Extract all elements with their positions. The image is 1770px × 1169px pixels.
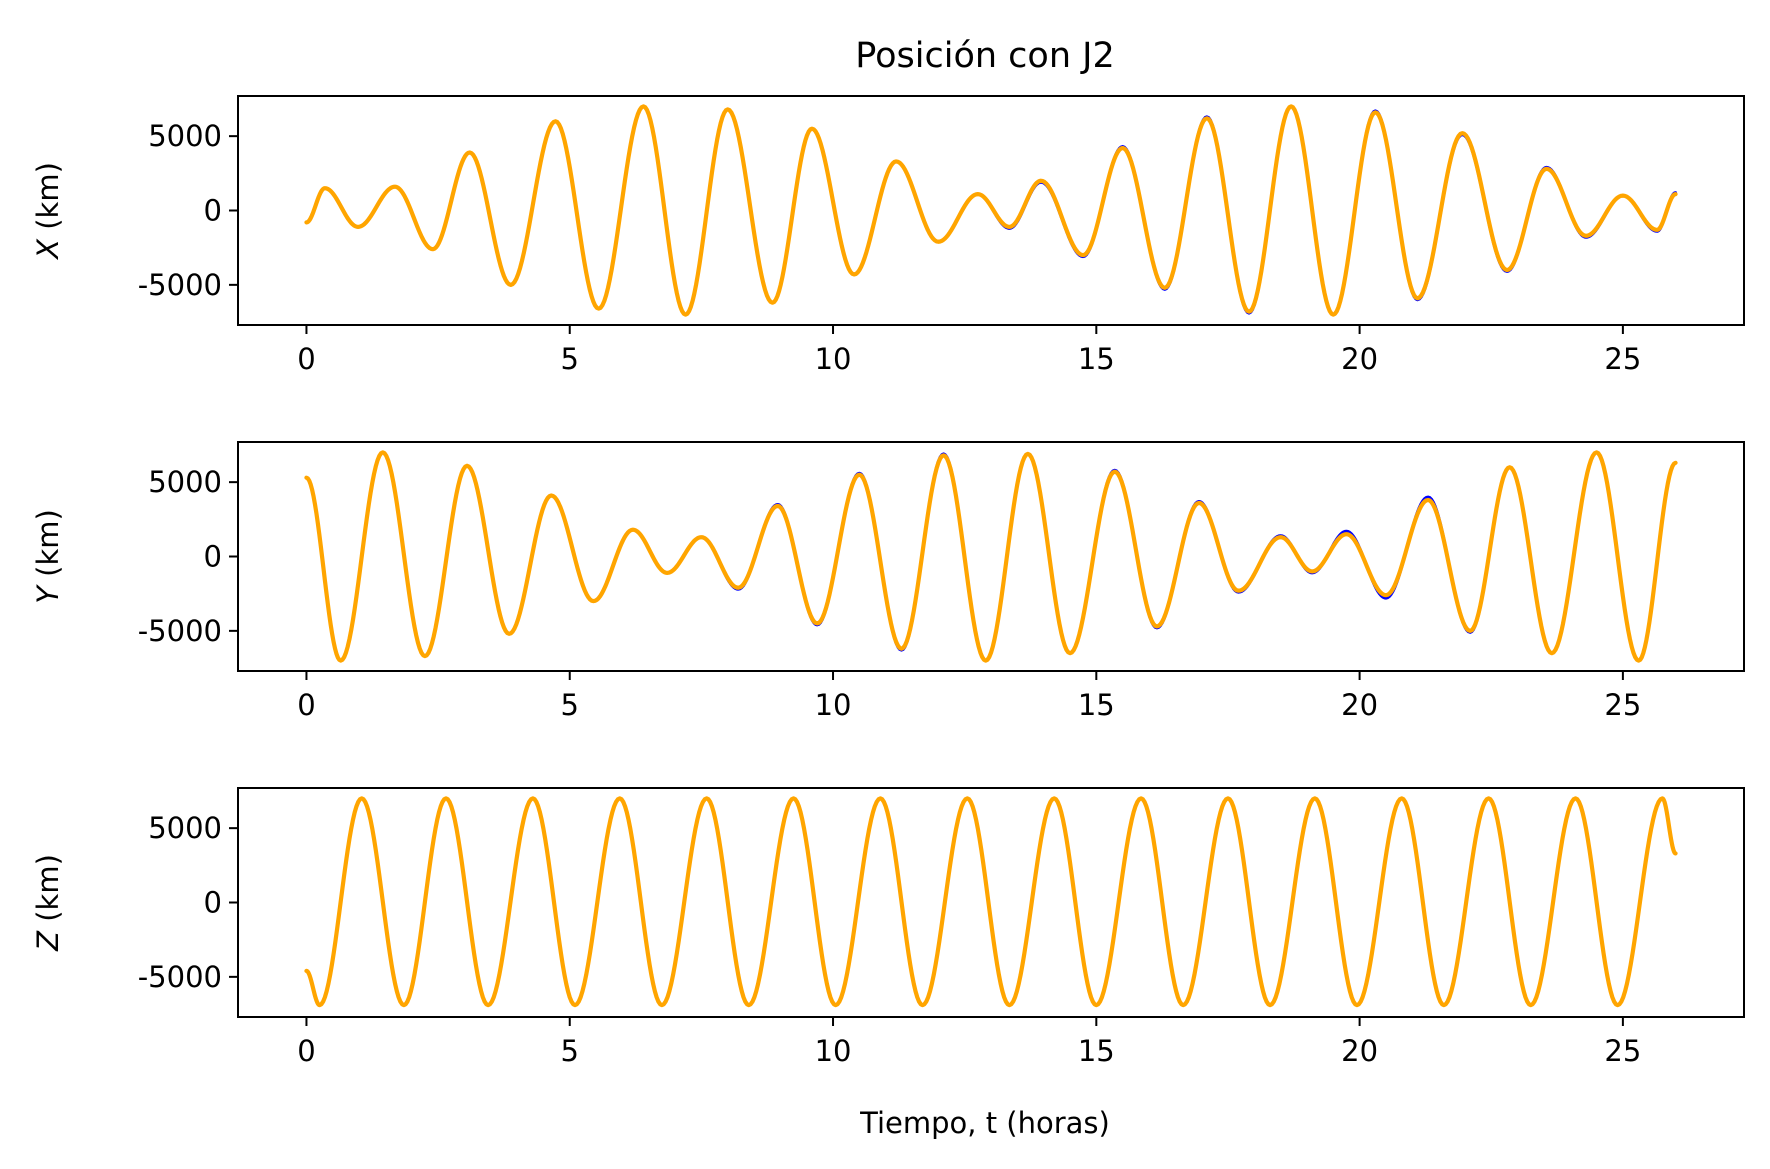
- y-tick-label: 0: [204, 540, 222, 574]
- y-axis-label-z: Z (km): [31, 854, 65, 952]
- x-tick-label: 20: [1341, 342, 1378, 376]
- x-tick-label: 0: [297, 688, 315, 722]
- plot-frame-y: [237, 441, 1745, 672]
- x-tick-label: 25: [1604, 1034, 1641, 1068]
- y-axis-label-y: Y (km): [31, 509, 65, 604]
- subplot-y: 0 5 10 15 20 25 5000 0 -5000 Y (km): [31, 441, 1745, 722]
- x-tick-label: 10: [815, 1034, 852, 1068]
- series-line-y-1: [304, 450, 1678, 663]
- x-tick-label: 0: [297, 1034, 315, 1068]
- x-tick-label: 15: [1078, 688, 1115, 722]
- x-tick-label: 10: [815, 342, 852, 376]
- y-tick-label: 5000: [148, 465, 222, 499]
- x-tick-label: 10: [815, 688, 852, 722]
- y-tick-label: 5000: [148, 811, 222, 845]
- series-line-z-1: [304, 796, 1678, 1008]
- y-tick-label: 0: [204, 886, 222, 920]
- x-tick-label: 20: [1341, 688, 1378, 722]
- x-tick-label: 20: [1341, 1034, 1378, 1068]
- chart-title: Posición con J2: [855, 36, 1114, 76]
- x-tick-label: 5: [561, 1034, 579, 1068]
- series-line-x-1: [304, 104, 1678, 317]
- x-tick-label: 15: [1078, 342, 1115, 376]
- subplot-x: 0 5 10 15 20 25 5000 0 -5000 X (km): [31, 95, 1745, 376]
- y-tick-label: 5000: [148, 119, 222, 153]
- x-tick-label: 15: [1078, 1034, 1115, 1068]
- y-tick-label: 0: [204, 194, 222, 228]
- x-tick-label: 5: [561, 688, 579, 722]
- plot-frame-z: [237, 787, 1745, 1018]
- plot-frame-x: [237, 95, 1745, 326]
- x-tick-label: 0: [297, 342, 315, 376]
- y-axis-label-x: X (km): [31, 162, 65, 261]
- subplot-z: 0 5 10 15 20 25 5000 0 -5000 Z (km): [31, 787, 1745, 1068]
- y-tick-label: -5000: [138, 614, 222, 648]
- x-axis-label: Tiempo, t (horas): [859, 1106, 1110, 1140]
- x-tick-label: 5: [561, 342, 579, 376]
- x-tick-label: 25: [1604, 688, 1641, 722]
- x-tick-label: 25: [1604, 342, 1641, 376]
- y-tick-label: -5000: [138, 960, 222, 994]
- y-tick-label: -5000: [138, 268, 222, 302]
